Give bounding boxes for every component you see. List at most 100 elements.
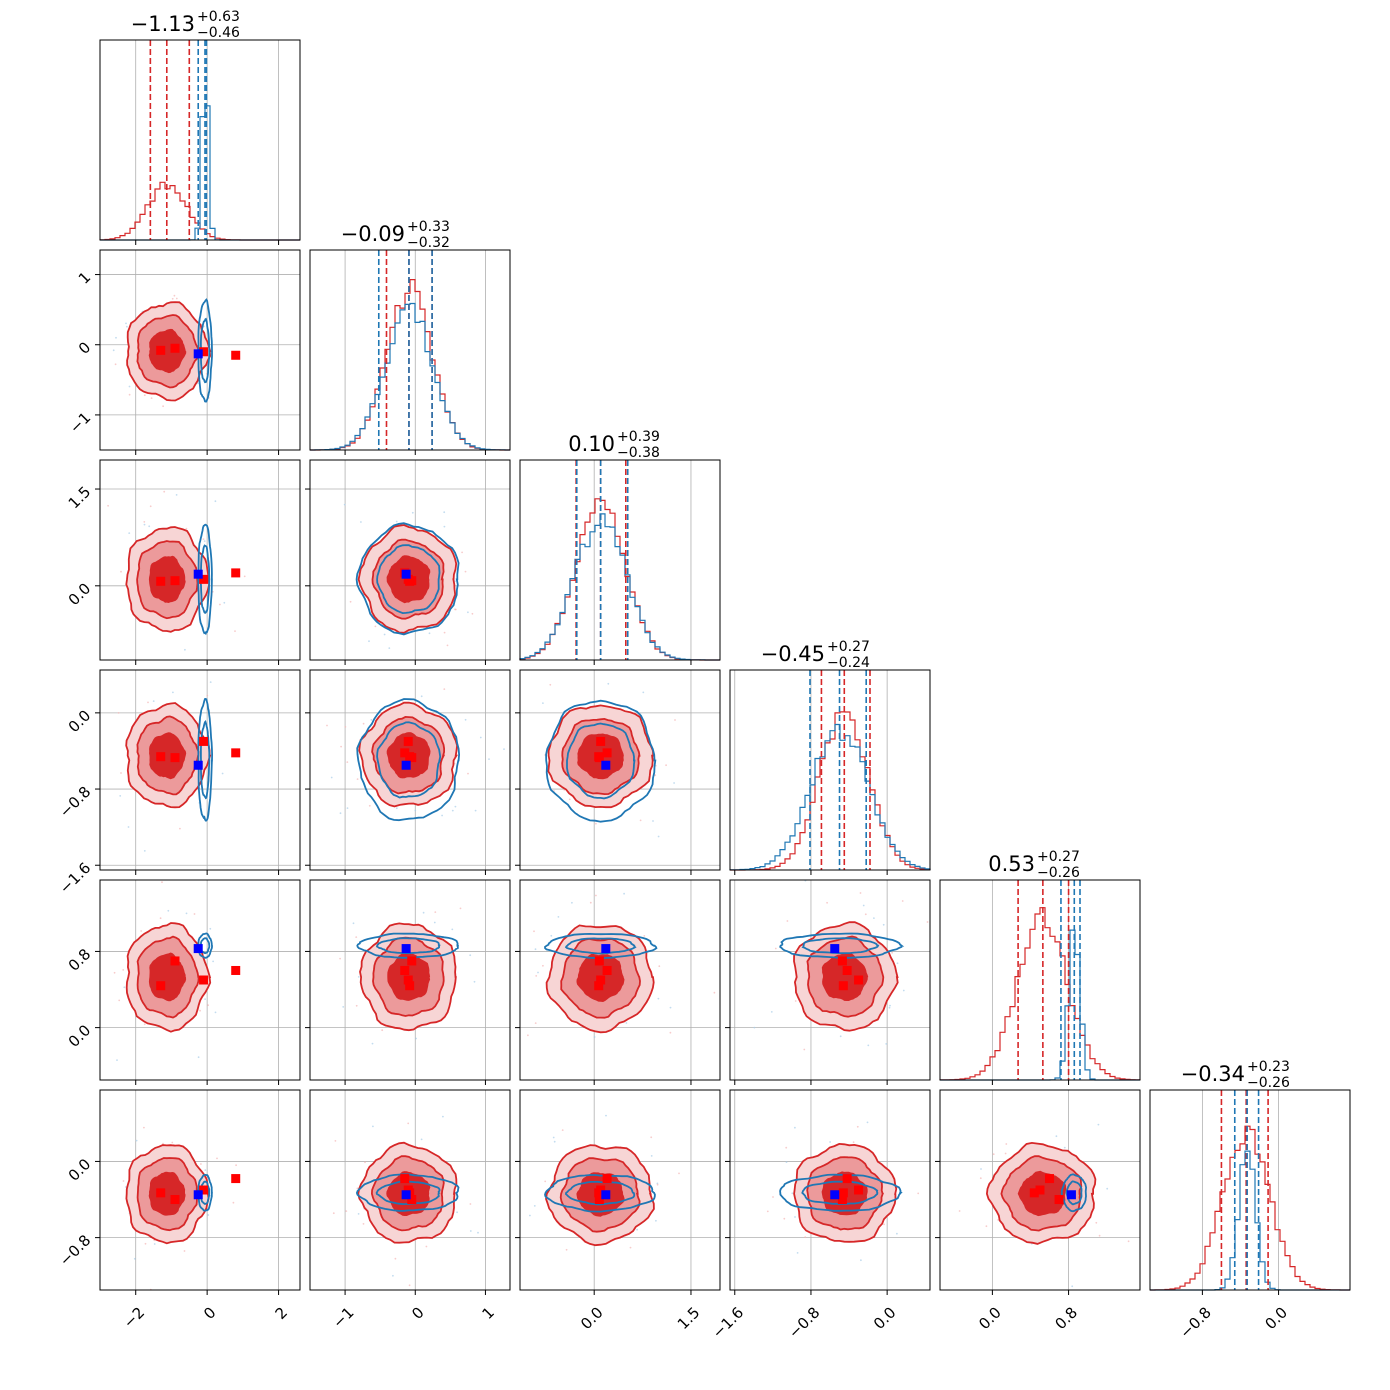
blue-marker [401, 944, 411, 954]
panel-title-upper: +0.39 [617, 429, 660, 445]
sample-point [467, 772, 469, 775]
blue-contour [801, 1180, 879, 1205]
sample-point [595, 894, 597, 897]
sample-point [133, 1257, 136, 1260]
blue-histogram [519, 513, 720, 661]
blue-marker [193, 349, 203, 359]
panel-title: −0.09 [341, 222, 405, 246]
red-marker [403, 736, 413, 746]
sample-point [112, 349, 115, 352]
sample-point [862, 904, 865, 907]
sample-point [161, 881, 163, 884]
blue-contour [545, 699, 657, 823]
blue-marker [193, 569, 203, 579]
sample-point [866, 1121, 869, 1124]
red-marker [602, 1174, 612, 1184]
sample-point [371, 1042, 374, 1045]
sample-point [355, 936, 358, 938]
panel-title-upper: +0.27 [827, 639, 870, 655]
sample-point [785, 1146, 788, 1149]
sample-point [214, 1011, 217, 1014]
sample-point [665, 764, 667, 767]
sample-point [451, 928, 454, 931]
sample-point [534, 1022, 537, 1024]
red-marker [199, 736, 209, 746]
sample-point [207, 1214, 210, 1216]
y-tick-label: 1 [75, 268, 94, 287]
blue-marker [193, 1190, 203, 1200]
x-tick-label: −2 [120, 1303, 148, 1331]
sample-point [212, 960, 215, 963]
sample-point [334, 1140, 337, 1142]
sample-point [357, 976, 360, 978]
panel-frame [99, 39, 301, 241]
sample-point [656, 1183, 659, 1186]
sample-point [163, 490, 166, 493]
y-tick-label: −0.8 [56, 1231, 94, 1269]
sample-point [595, 822, 597, 825]
red-marker [170, 753, 180, 763]
sample-point [433, 921, 436, 924]
sample-point [407, 1122, 410, 1125]
sample-point [442, 1115, 444, 1118]
blue-contour [375, 1180, 441, 1206]
blue-contour [779, 1173, 903, 1212]
sample-point [162, 1142, 164, 1145]
blue-contour [1065, 1180, 1083, 1206]
sample-point [753, 1026, 756, 1029]
sample-point [175, 494, 178, 496]
sample-point [362, 1223, 365, 1225]
red-marker [400, 965, 410, 975]
sample-point [148, 525, 151, 528]
x-tick-label: 0 [408, 1303, 427, 1322]
blue-histogram [1150, 1150, 1350, 1291]
sample-point [235, 1164, 238, 1167]
sample-point [669, 1031, 672, 1034]
sample-point [533, 930, 535, 933]
red-histogram [1150, 1125, 1350, 1291]
panel-frame [309, 669, 511, 871]
panel-title-lower: −0.24 [827, 655, 870, 671]
x-tick-label: −1.6 [709, 1303, 747, 1341]
sample-point [459, 907, 462, 910]
sample-point [339, 812, 342, 815]
red-marker [170, 576, 180, 586]
x-tick-label: −1 [329, 1303, 357, 1331]
y-tick-label: −1 [66, 409, 94, 437]
sample-point [368, 804, 371, 807]
blue-marker [1066, 1190, 1076, 1200]
red-marker [400, 1174, 410, 1184]
blue-contour [356, 698, 461, 822]
red-marker [1045, 1174, 1055, 1184]
sample-point [527, 1034, 529, 1037]
sample-point [167, 909, 170, 912]
panel-frame [99, 459, 301, 661]
panel-frame [309, 879, 511, 1081]
sample-point [804, 1236, 807, 1239]
panel-frame [729, 1089, 931, 1291]
red-marker [231, 568, 241, 578]
sample-point [127, 826, 130, 828]
sample-point [221, 772, 224, 775]
sample-point [467, 611, 469, 614]
blue-marker [193, 944, 203, 954]
sample-point [786, 920, 789, 922]
panel-frame [309, 249, 511, 451]
sample-point [1005, 1143, 1008, 1145]
sample-point [655, 1219, 657, 1222]
sample-point [629, 1246, 632, 1249]
sample-point [159, 917, 162, 920]
sample-point [340, 745, 342, 748]
sample-point [135, 1139, 138, 1142]
sample-point [891, 951, 893, 954]
panel-frame [939, 1089, 1141, 1291]
sample-point [669, 1006, 672, 1009]
panel-frame [309, 1089, 511, 1291]
sample-point [643, 935, 646, 937]
sample-point [202, 538, 205, 540]
sample-point [770, 1011, 773, 1013]
sample-point [503, 748, 505, 750]
sample-point [454, 805, 457, 808]
red-marker [596, 1185, 606, 1195]
sample-point [794, 1216, 796, 1218]
